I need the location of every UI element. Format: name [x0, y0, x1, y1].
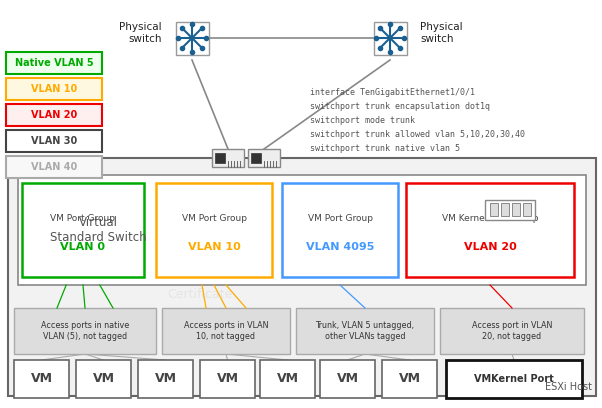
- Text: interface TenGigabitEthernet1/0/1: interface TenGigabitEthernet1/0/1: [310, 88, 475, 97]
- Bar: [22, 183, 144, 277]
- Text: VM: VM: [337, 373, 359, 386]
- Bar: [6, 156, 102, 178]
- Text: VLAN 30: VLAN 30: [31, 136, 77, 146]
- Text: VLAN 10: VLAN 10: [188, 242, 240, 252]
- Text: VLAN 4095: VLAN 4095: [306, 242, 374, 252]
- Text: VM: VM: [93, 373, 114, 386]
- Text: Access ports in native
VLAN (5), not tagged: Access ports in native VLAN (5), not tag…: [41, 322, 129, 341]
- Bar: [485, 200, 535, 220]
- Bar: [156, 183, 272, 277]
- Bar: [6, 130, 102, 152]
- Bar: [446, 360, 582, 398]
- Bar: [14, 360, 69, 398]
- Bar: [501, 203, 509, 216]
- Bar: [512, 203, 520, 216]
- Text: © 2020
FastestVMware
Certificate: © 2020 FastestVMware Certificate: [153, 259, 247, 302]
- Text: VM: VM: [155, 373, 176, 386]
- Bar: [490, 203, 498, 216]
- Bar: [6, 52, 102, 74]
- Text: switchport trunk encapsulation dot1q: switchport trunk encapsulation dot1q: [310, 102, 490, 111]
- Text: VM Port Group: VM Port Group: [181, 214, 246, 223]
- Bar: [260, 360, 315, 398]
- Bar: [215, 153, 225, 163]
- Text: VM: VM: [31, 373, 52, 386]
- Bar: [382, 360, 437, 398]
- Bar: [76, 360, 131, 398]
- Bar: [6, 104, 102, 126]
- Text: VLAN 0: VLAN 0: [60, 242, 105, 252]
- Bar: [248, 149, 280, 167]
- Bar: [18, 175, 586, 285]
- Text: Physical
switch: Physical switch: [420, 22, 462, 44]
- Text: VM: VM: [276, 373, 299, 386]
- Text: Physical
switch: Physical switch: [119, 22, 162, 44]
- Bar: [320, 360, 375, 398]
- Text: VM Kernel Port Group: VM Kernel Port Group: [442, 214, 538, 223]
- Bar: [8, 158, 596, 396]
- Text: Access port in VLAN
20, not tagged: Access port in VLAN 20, not tagged: [472, 322, 552, 341]
- Text: ESXi Host: ESXi Host: [545, 382, 592, 392]
- Text: switchport trunk native vlan 5: switchport trunk native vlan 5: [310, 144, 460, 153]
- Bar: [176, 22, 208, 55]
- Bar: [440, 308, 584, 354]
- Text: switchport mode trunk: switchport mode trunk: [310, 116, 415, 125]
- Text: switchport trunk allowed vlan 5,10,20,30,40: switchport trunk allowed vlan 5,10,20,30…: [310, 130, 525, 139]
- Bar: [14, 308, 156, 354]
- Bar: [6, 78, 102, 100]
- Bar: [212, 149, 244, 167]
- Text: Native VLAN 5: Native VLAN 5: [14, 58, 93, 68]
- Text: Virtual
Standard Switch: Virtual Standard Switch: [50, 216, 146, 244]
- Text: VM Port Group: VM Port Group: [51, 214, 116, 223]
- Text: VM Port Group: VM Port Group: [308, 214, 373, 223]
- Bar: [373, 22, 406, 55]
- Text: Access ports in VLAN
10, not tagged: Access ports in VLAN 10, not tagged: [184, 322, 268, 341]
- Bar: [296, 308, 434, 354]
- Bar: [162, 308, 290, 354]
- Bar: [138, 360, 193, 398]
- Text: VLAN 10: VLAN 10: [31, 84, 77, 94]
- Text: VLAN 20: VLAN 20: [31, 110, 77, 120]
- Bar: [523, 203, 531, 216]
- Bar: [406, 183, 574, 277]
- Text: VMKernel Port: VMKernel Port: [474, 374, 554, 384]
- Bar: [282, 183, 398, 277]
- Bar: [200, 360, 255, 398]
- Text: VM: VM: [217, 373, 238, 386]
- Text: VLAN 40: VLAN 40: [31, 162, 77, 172]
- Bar: [251, 153, 261, 163]
- Text: Trunk, VLAN 5 untagged,
other VLANs tagged: Trunk, VLAN 5 untagged, other VLANs tagg…: [315, 322, 415, 341]
- Text: VM: VM: [399, 373, 421, 386]
- Text: VLAN 20: VLAN 20: [464, 242, 517, 252]
